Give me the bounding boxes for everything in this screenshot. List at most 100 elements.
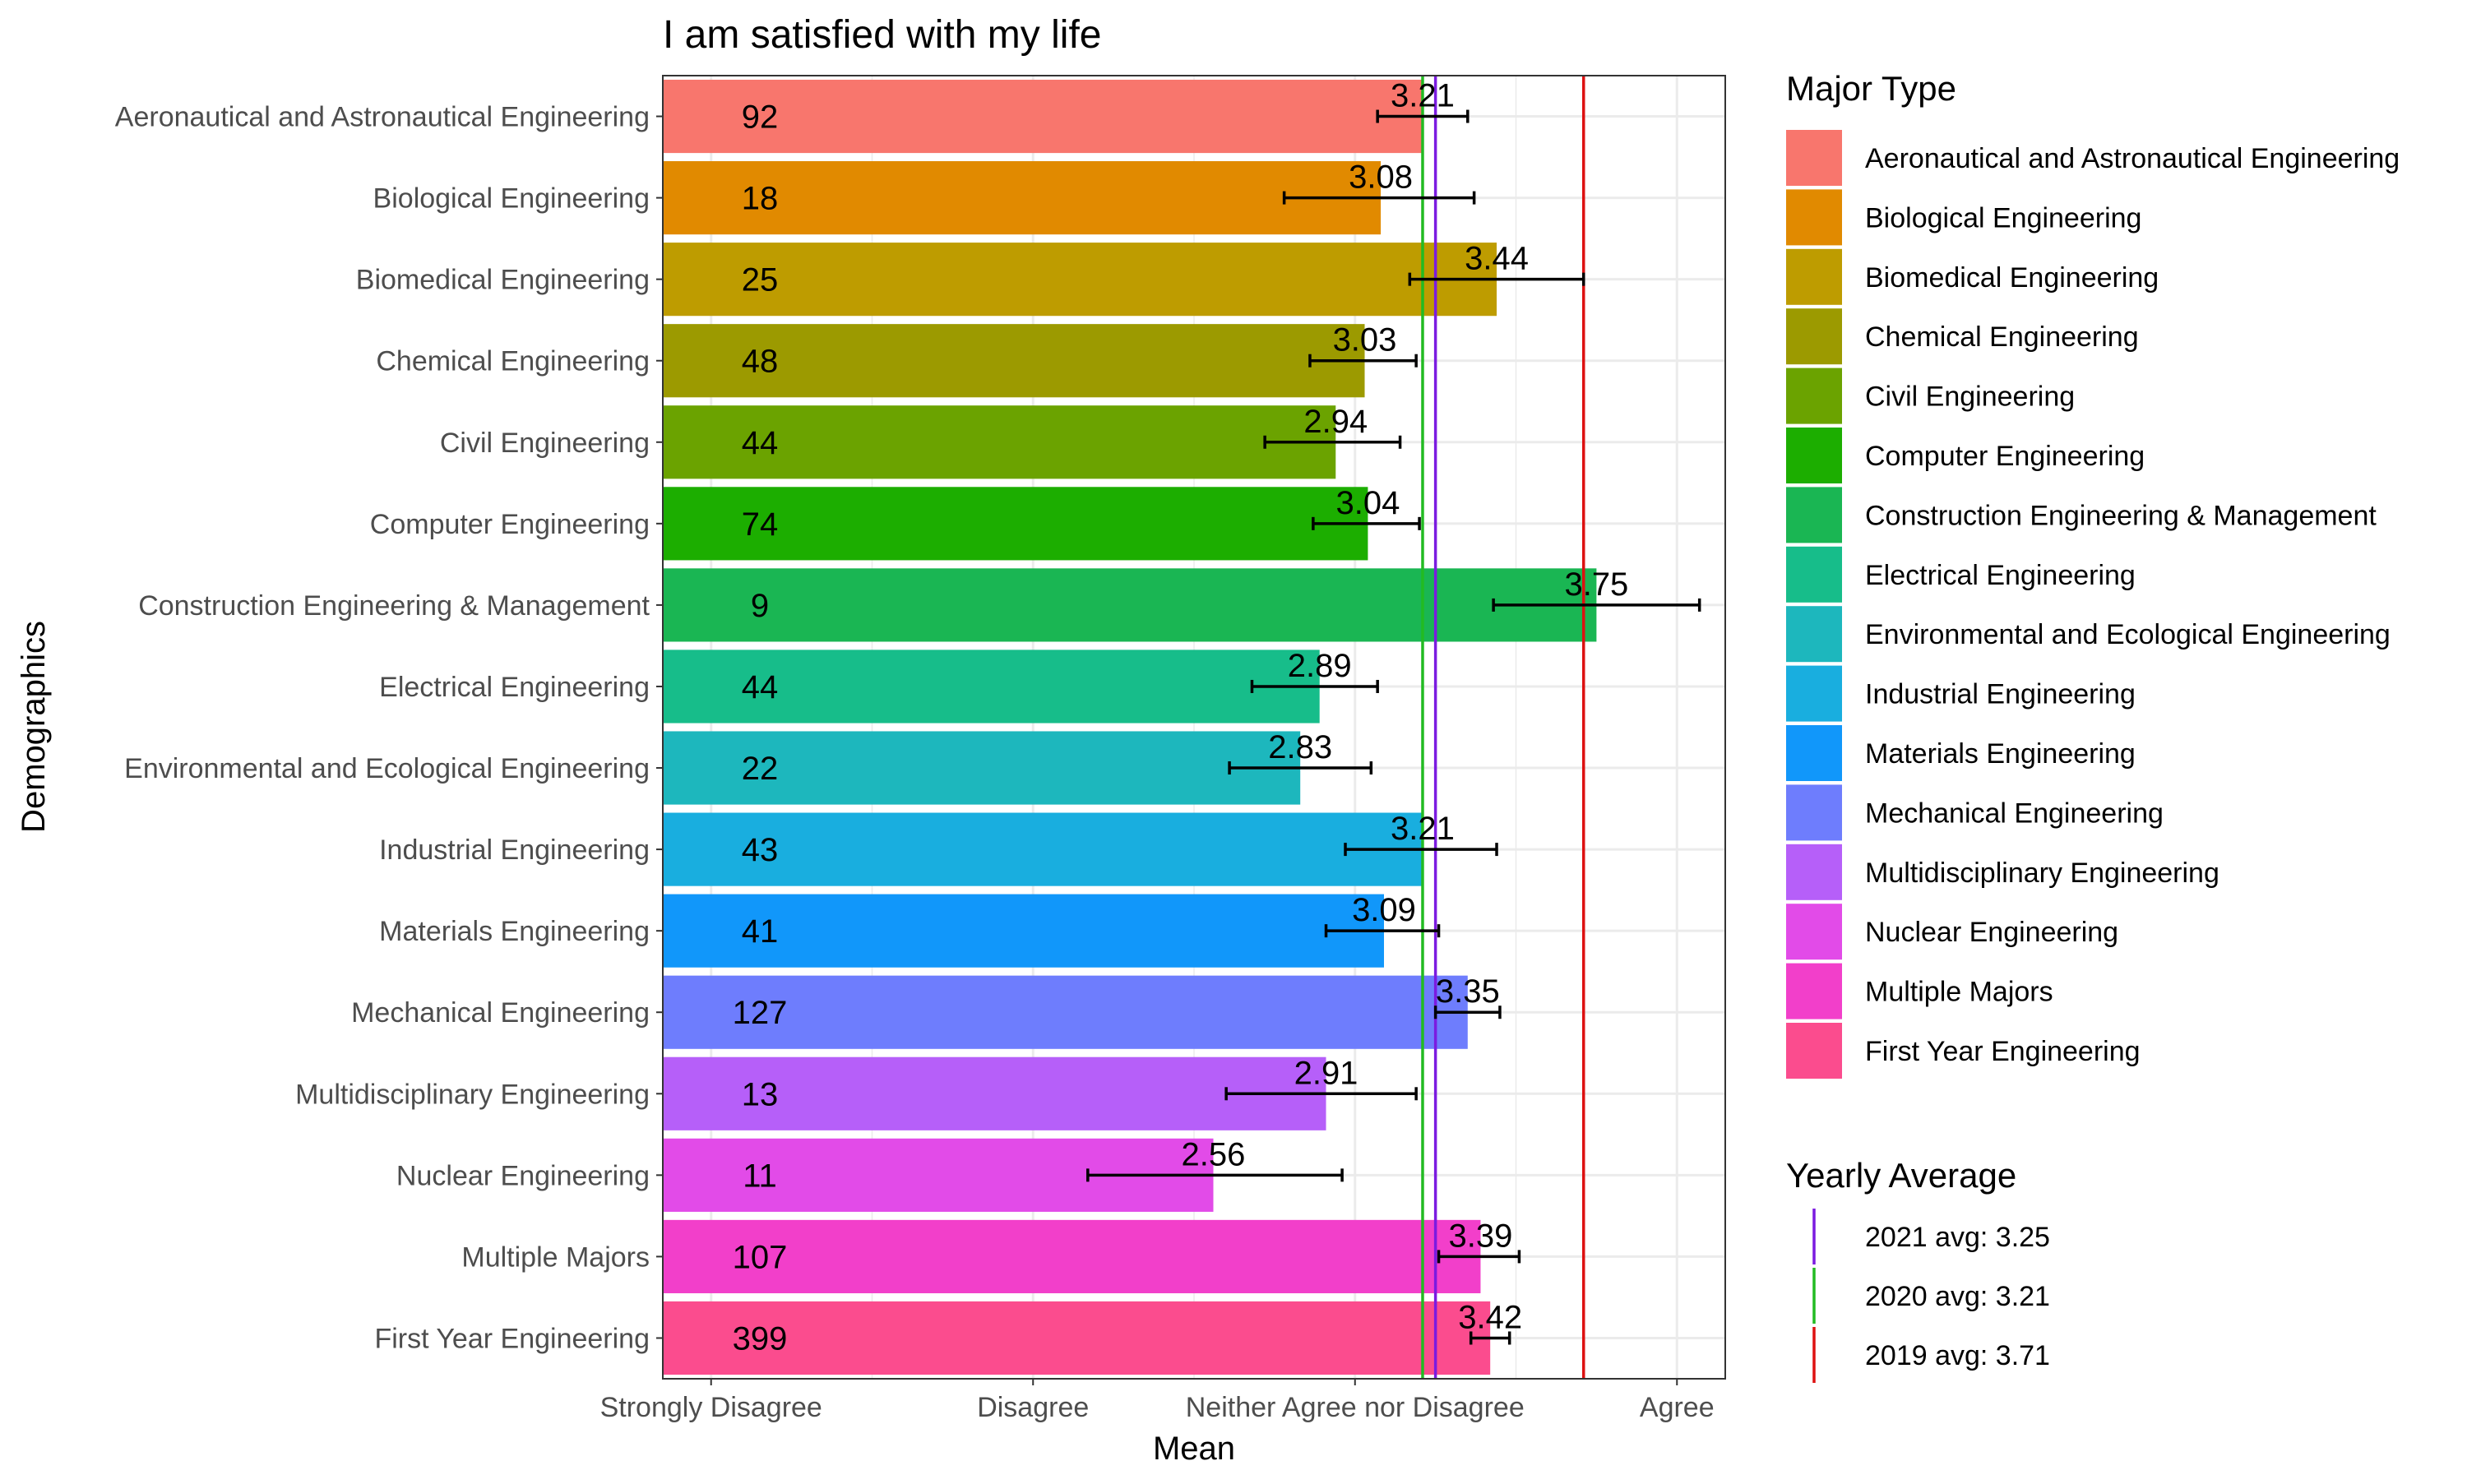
value-label: 3.35 [1436, 973, 1500, 1010]
x-tick-label: Disagree [977, 1392, 1089, 1423]
bar [663, 324, 1365, 398]
value-label: 2.83 [1268, 729, 1332, 765]
reference-legend-label: 2021 avg: 3.25 [1865, 1222, 2050, 1253]
legend-key [1786, 130, 1842, 186]
value-label: 3.09 [1352, 892, 1416, 928]
bar [663, 1056, 1326, 1130]
y-tick-label: Nuclear Engineering [396, 1160, 650, 1191]
legend-key [1786, 546, 1842, 603]
legend-key [1786, 368, 1842, 424]
y-tick-label: Computer Engineering [370, 509, 650, 540]
bar [663, 731, 1301, 805]
legend-label: Multidisciplinary Engineering [1865, 858, 2219, 889]
bar [663, 812, 1423, 886]
count-label: 44 [742, 425, 779, 461]
legend-label: Multiple Majors [1865, 977, 2053, 1008]
count-label: 92 [742, 99, 779, 136]
y-tick-label: Construction Engineering & Management [138, 590, 650, 622]
legend-key [1786, 189, 1842, 246]
y-tick-label: Civil Engineering [440, 428, 650, 459]
legend-key [1786, 1023, 1842, 1079]
value-label: 3.21 [1391, 78, 1455, 114]
reference-legend-label: 2020 avg: 3.21 [1865, 1281, 2050, 1312]
bar [663, 161, 1382, 235]
value-label: 3.03 [1333, 322, 1397, 358]
legend-key [1786, 904, 1842, 960]
bar [663, 487, 1368, 561]
y-tick-label: Chemical Engineering [376, 346, 650, 377]
reference-legend-title: Yearly Average [1786, 1156, 2016, 1195]
legend-label: Electrical Engineering [1865, 560, 2136, 591]
legend-label: Chemical Engineering [1865, 321, 2139, 353]
count-label: 9 [751, 588, 769, 624]
legend-key [1786, 308, 1842, 365]
legend-key [1786, 487, 1842, 543]
bar [663, 1301, 1491, 1375]
y-tick-label: Multidisciplinary Engineering [295, 1079, 650, 1110]
y-tick-label: Materials Engineering [379, 916, 650, 947]
bar [663, 568, 1597, 642]
count-label: 41 [742, 913, 779, 950]
count-label: 22 [742, 751, 779, 787]
value-label: 3.42 [1458, 1299, 1522, 1335]
bar [663, 243, 1497, 317]
legend-label: Biological Engineering [1865, 202, 2141, 233]
x-axis-title: Mean [1153, 1431, 1235, 1467]
value-label: 3.04 [1335, 485, 1400, 521]
count-label: 48 [742, 344, 779, 380]
chart-title: I am satisfied with my life [663, 13, 1101, 57]
value-label: 3.44 [1465, 241, 1529, 277]
legend-key [1786, 606, 1842, 663]
y-tick-label: Mechanical Engineering [351, 997, 650, 1029]
legend-label: First Year Engineering [1865, 1036, 2141, 1067]
y-tick-label: Industrial Engineering [379, 834, 650, 866]
y-tick-label: Aeronautical and Astronautical Engineeri… [115, 102, 650, 133]
value-label: 2.89 [1288, 648, 1352, 684]
legend: Aeronautical and Astronautical Engineeri… [1786, 130, 2400, 1079]
legend-key [1786, 725, 1842, 781]
legend-label: Environmental and Ecological Engineering [1865, 619, 2391, 650]
y-axis: Aeronautical and Astronautical Engineeri… [115, 102, 663, 1354]
x-tick-label: Strongly Disagree [600, 1392, 822, 1423]
legend-label: Materials Engineering [1865, 738, 2136, 770]
reference-lines [1421, 76, 1585, 1379]
bar [663, 79, 1423, 154]
plot-border [662, 75, 1726, 1380]
legend-label: Civil Engineering [1865, 381, 2075, 413]
legend-label: Nuclear Engineering [1865, 917, 2118, 948]
count-label: 43 [742, 832, 779, 868]
count-label: 399 [733, 1320, 788, 1357]
bar [663, 1219, 1481, 1293]
y-tick-label: Multiple Majors [461, 1241, 650, 1273]
count-label: 127 [733, 995, 788, 1031]
y-tick-label: Biological Engineering [373, 183, 650, 215]
legend-title: Major Type [1786, 69, 1956, 108]
bars [663, 79, 1597, 1375]
bar [663, 894, 1384, 968]
x-tick-label: Agree [1640, 1392, 1715, 1423]
value-label: 3.21 [1391, 811, 1455, 847]
value-label: 3.39 [1449, 1218, 1513, 1254]
count-label: 107 [733, 1239, 788, 1275]
error-bars [1086, 109, 1701, 1345]
y-tick-label: Electrical Engineering [379, 672, 650, 703]
count-label: 44 [742, 669, 779, 705]
legend-label: Industrial Engineering [1865, 679, 2136, 710]
legend-label: Biomedical Engineering [1865, 262, 2159, 294]
legend-label: Mechanical Engineering [1865, 797, 2164, 829]
legend-key [1786, 963, 1842, 1019]
bar [663, 405, 1336, 479]
value-label: 2.91 [1294, 1055, 1358, 1091]
reference-legend-label: 2019 avg: 3.71 [1865, 1340, 2050, 1371]
legend-key [1786, 428, 1842, 483]
legend-key [1786, 784, 1842, 841]
value-label: 2.56 [1182, 1136, 1246, 1172]
value-label: 3.75 [1564, 566, 1628, 603]
reference-legend: 2021 avg: 3.25 2020 avg: 3.21 2019 avg: 3.… [1812, 1209, 2050, 1383]
legend-label: Computer Engineering [1865, 441, 2145, 472]
bar [663, 975, 1468, 1049]
count-label: 13 [742, 1076, 779, 1112]
legend-key [1786, 248, 1842, 305]
y-axis-title: Demographics [16, 621, 52, 833]
